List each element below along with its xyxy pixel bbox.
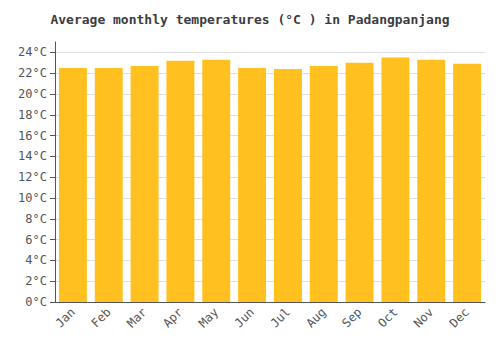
svg-text:Average monthly temperatures (: Average monthly temperatures (°C ) in Pa…	[50, 12, 449, 27]
svg-text:Apr: Apr	[160, 305, 185, 330]
svg-text:20°C: 20°C	[18, 87, 47, 101]
svg-text:8°C: 8°C	[25, 212, 47, 226]
svg-text:14°C: 14°C	[18, 149, 47, 163]
svg-text:24°C: 24°C	[18, 45, 47, 59]
svg-text:Jul: Jul	[268, 305, 293, 330]
svg-text:6°C: 6°C	[25, 233, 47, 247]
svg-text:Dec: Dec	[447, 305, 472, 330]
svg-text:Nov: Nov	[411, 305, 436, 330]
svg-text:12°C: 12°C	[18, 170, 47, 184]
svg-text:Sep: Sep	[339, 305, 364, 330]
svg-text:10°C: 10°C	[18, 191, 47, 205]
svg-text:16°C: 16°C	[18, 129, 47, 143]
svg-text:2°C: 2°C	[25, 274, 47, 288]
svg-text:0°C: 0°C	[25, 295, 47, 309]
svg-text:Feb: Feb	[88, 305, 113, 330]
svg-text:May: May	[196, 305, 221, 330]
svg-text:Jan: Jan	[53, 305, 78, 330]
svg-text:Oct: Oct	[375, 305, 400, 330]
svg-text:22°C: 22°C	[18, 66, 47, 80]
svg-text:18°C: 18°C	[18, 108, 47, 122]
svg-text:Mar: Mar	[124, 305, 149, 330]
svg-text:Aug: Aug	[303, 305, 328, 330]
svg-text:Jun: Jun	[232, 305, 257, 330]
svg-text:4°C: 4°C	[25, 253, 47, 267]
